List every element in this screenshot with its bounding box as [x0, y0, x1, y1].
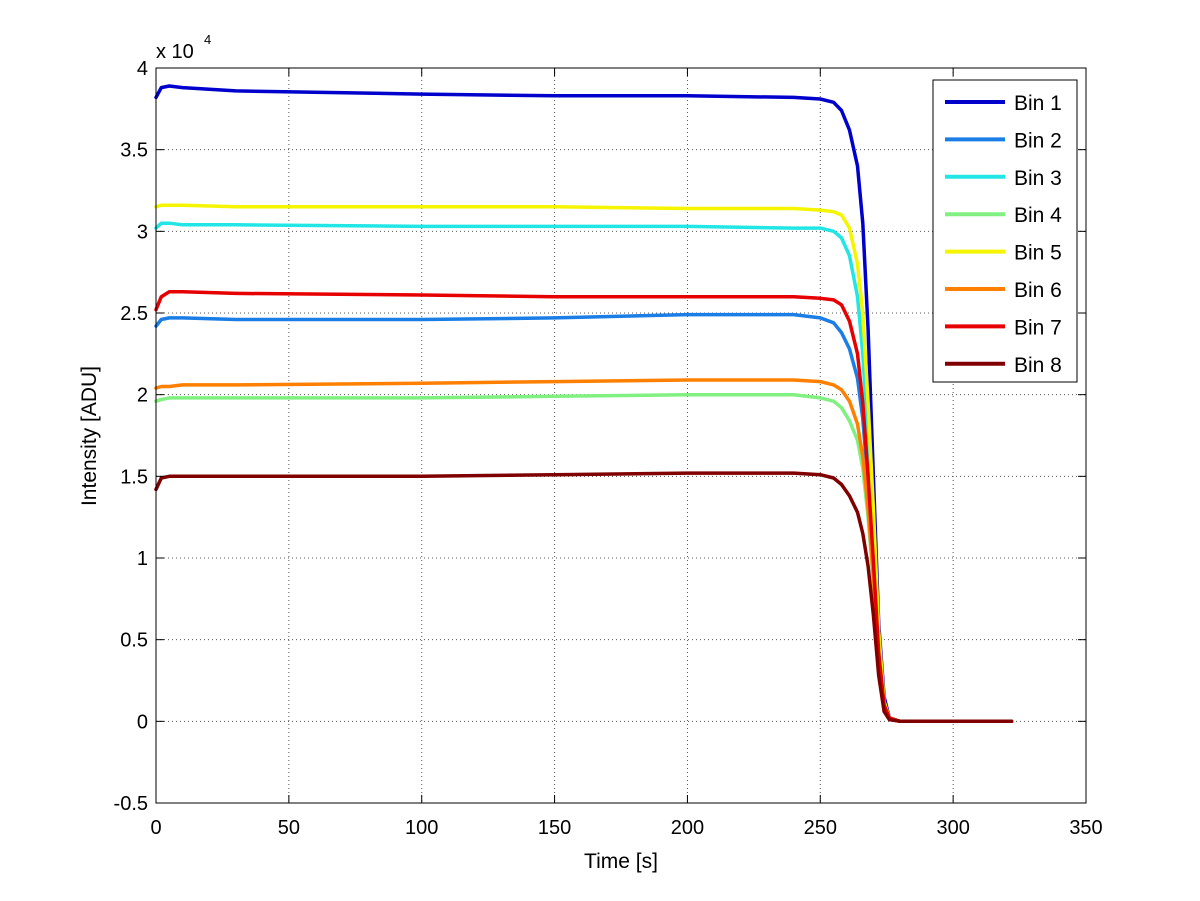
y-axis-label: Intensity [ADU]: [78, 366, 101, 506]
series-line-bin-8: [154, 471, 1014, 724]
y-tick-label: 1.5: [120, 466, 148, 488]
x-tick-label: 350: [1069, 817, 1102, 839]
x-tick-label: 50: [278, 817, 300, 839]
x-tick-label: 150: [538, 817, 571, 839]
legend-label-bin-1: Bin 1: [1014, 92, 1062, 115]
y-tick-label: 3: [137, 221, 148, 243]
y-tick-label: 2: [137, 385, 148, 407]
legend-label-bin-2: Bin 2: [1014, 129, 1062, 152]
y-exponent-base: x 10: [156, 41, 194, 63]
series-line-bin-7: [154, 290, 1014, 724]
legend-label-bin-7: Bin 7: [1014, 316, 1062, 339]
series-layer: [154, 84, 1014, 724]
y-tick-label: 0.5: [120, 630, 148, 652]
y-exponent-power: 4: [204, 32, 211, 47]
y-tick-label: 3.5: [120, 140, 148, 162]
x-tick-label: 250: [804, 817, 837, 839]
legend-label-bin-3: Bin 3: [1014, 167, 1062, 190]
y-tick-label: 1: [137, 548, 148, 570]
tick-labels: 0 50 100 150 200 250 300 350-0.500.511.522.533.…: [114, 58, 1103, 839]
legend-label-bin-6: Bin 6: [1014, 279, 1062, 302]
legend: Bin 1 Bin 2 Bin 3 Bin 4 Bin 5 Bin 6 Bin 7 Bin 8: [932, 79, 1078, 383]
x-tick-label: 200: [671, 817, 704, 839]
x-axis-label: Time [s]: [584, 850, 658, 873]
legend-box: [932, 79, 1078, 383]
ticks: [155, 67, 1087, 804]
x-tick-label: 100: [405, 817, 438, 839]
y-tick-label: 4: [137, 58, 148, 80]
y-tick-label: -0.5: [114, 793, 148, 815]
plot-area: [156, 68, 1086, 803]
legend-label-bin-5: Bin 5: [1014, 242, 1062, 265]
legend-label-bin-8: Bin 8: [1014, 354, 1062, 377]
x-tick-label: 300: [936, 817, 969, 839]
legend-label-bin-4: Bin 4: [1014, 204, 1062, 227]
y-tick-label: 2.5: [120, 303, 148, 325]
x-tick-label: 0: [150, 817, 161, 839]
plot-frame: [155, 67, 1087, 804]
y-tick-label: 0: [137, 711, 148, 733]
